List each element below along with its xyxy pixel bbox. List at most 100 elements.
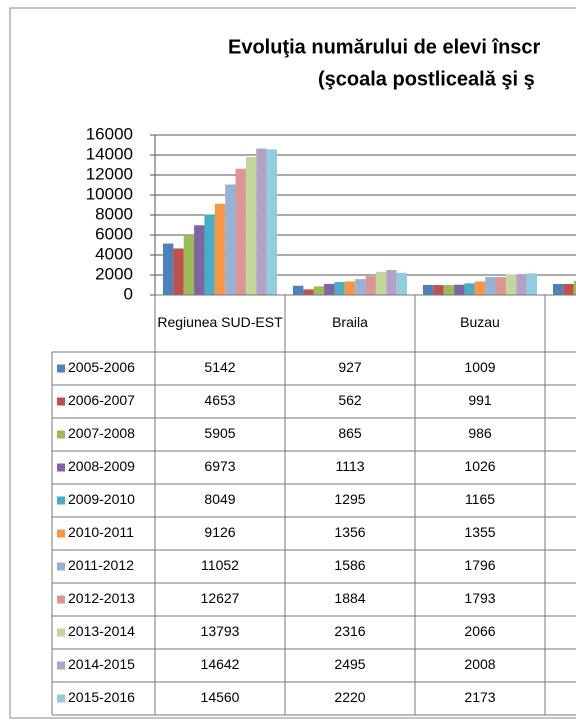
bar: [433, 285, 444, 295]
x-tick-label: Braila: [332, 314, 368, 330]
y-tick-label: 6000: [95, 224, 133, 243]
bar: [423, 284, 434, 295]
table-cell: 2495: [334, 656, 365, 672]
table-cell: 12627: [201, 590, 240, 606]
legend-swatch: [57, 661, 65, 670]
legend-label: 2009-2010: [68, 491, 135, 507]
bar: [563, 284, 574, 295]
legend-label: 2010-2011: [68, 524, 134, 540]
table-cell: 5142: [204, 359, 235, 375]
bar: [375, 271, 387, 295]
table-cell: 14560: [201, 689, 240, 705]
y-tick-label: 14000: [86, 144, 133, 163]
legend-label: 2014-2015: [68, 656, 135, 672]
legend-swatch: [57, 430, 65, 439]
legend-swatch: [57, 562, 65, 571]
legend-label: 2007-2008: [68, 425, 135, 441]
table-cell: 9126: [204, 524, 235, 540]
legend-swatch: [57, 694, 65, 703]
bar: [454, 284, 465, 295]
table-cell: 986: [468, 425, 492, 441]
bar: [365, 276, 376, 295]
table-cell: 1113: [335, 458, 364, 474]
chart-subtitle: (şcoala postliceală şi ş: [318, 68, 535, 90]
table-cell: 5905: [204, 425, 235, 441]
table-cell: 991: [468, 392, 492, 408]
legend-swatch: [57, 496, 65, 505]
bar: [183, 235, 195, 295]
legend-label: 2013-2014: [68, 623, 135, 639]
table-cell: 11052: [201, 557, 239, 573]
bar: [355, 279, 366, 295]
table-cell: 1884: [334, 590, 365, 606]
table-cell: 927: [338, 359, 362, 375]
y-tick-label: 16000: [86, 124, 133, 143]
table-cell: 8049: [204, 491, 235, 507]
bar: [495, 277, 506, 295]
bar: [245, 157, 257, 295]
bar: [293, 285, 304, 295]
bar: [204, 214, 215, 295]
legend-swatch: [57, 364, 65, 373]
y-tick-label: 2000: [95, 264, 133, 283]
table-cell: 1295: [334, 491, 365, 507]
bar: [396, 272, 407, 295]
bar: [474, 281, 486, 295]
table-cell: 1165: [465, 491, 495, 507]
legend-swatch: [57, 397, 65, 406]
bar: [344, 281, 356, 295]
table-cell: 1026: [464, 458, 495, 474]
table-cell: 2066: [464, 623, 495, 639]
bar: [313, 286, 325, 295]
table-cell: 6973: [204, 458, 235, 474]
table-cell: 562: [338, 392, 362, 408]
legend-swatch: [57, 529, 65, 538]
legend-label: 2006-2007: [68, 392, 135, 408]
table-cell: 865: [338, 425, 362, 441]
legend-swatch: [57, 463, 65, 472]
bar: [235, 168, 246, 295]
legend-label: 2011-2012: [68, 557, 134, 573]
legend-swatch: [57, 595, 65, 604]
table-cell: 1793: [464, 590, 495, 606]
table-cell: 2220: [334, 689, 365, 705]
bar: [266, 149, 277, 295]
bar: [505, 274, 517, 295]
bar: [225, 184, 236, 295]
y-tick-label: 12000: [86, 164, 133, 183]
bar: [214, 203, 226, 295]
legend-label: 2005-2006: [68, 359, 135, 375]
table-cell: 2316: [334, 623, 365, 639]
table-cell: 1796: [464, 557, 495, 573]
bar: [334, 282, 345, 295]
table-cell: 14642: [201, 656, 240, 672]
bar: [303, 289, 314, 295]
bar: [194, 225, 205, 295]
bar: [443, 285, 455, 295]
bar: [173, 248, 184, 295]
table-cell: 13793: [201, 623, 240, 639]
chart-title: Evoluţia numărului de elevi înscr: [228, 36, 541, 58]
legend-swatch: [57, 628, 65, 637]
bar: [485, 277, 496, 295]
bar: [256, 148, 267, 295]
table-cell: 2173: [464, 689, 495, 705]
bar: [573, 281, 576, 295]
bar: [163, 243, 174, 295]
bar: [386, 270, 397, 295]
table-cell: 1009: [464, 359, 495, 375]
legend-label: 2008-2009: [68, 458, 135, 474]
x-tick-label: Regiunea SUD-EST: [157, 314, 283, 330]
y-tick-label: 0: [124, 284, 133, 303]
legend-label: 2012-2013: [68, 590, 135, 606]
bar: [464, 283, 475, 295]
legend-label: 2015-2016: [68, 689, 135, 705]
table-cell: 1586: [334, 557, 365, 573]
frame: [9, 7, 576, 719]
bar: [324, 283, 335, 295]
y-tick-label: 4000: [95, 244, 133, 263]
y-tick-label: 10000: [86, 184, 133, 203]
table-cell: 4653: [204, 392, 235, 408]
bar: [553, 284, 564, 295]
